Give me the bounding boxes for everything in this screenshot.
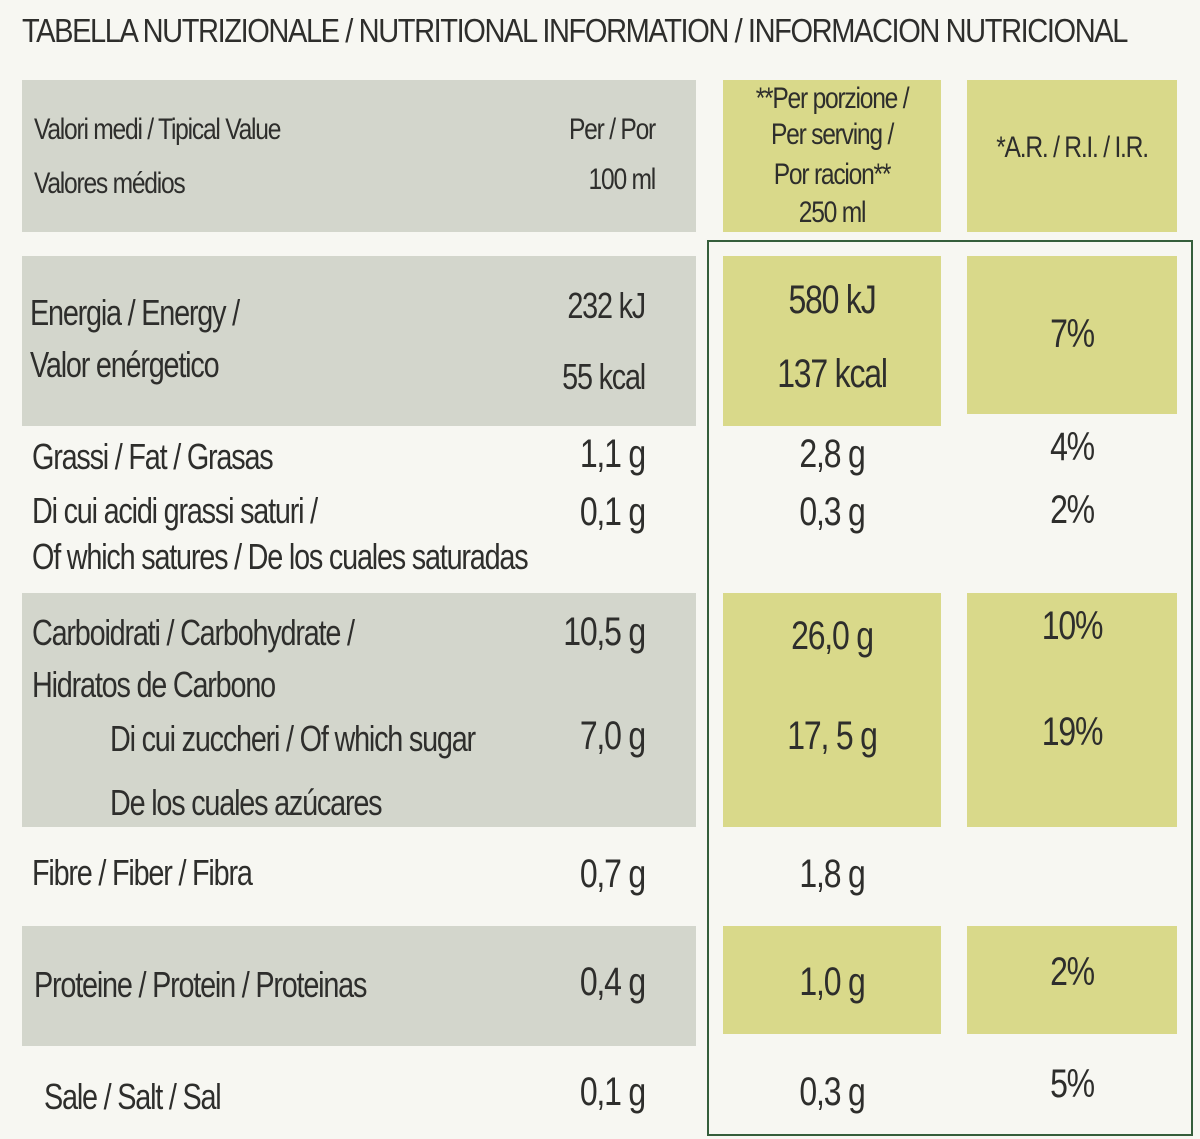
energy-label-line2: Valor enérgetico bbox=[30, 344, 220, 385]
energy-ri: 7% bbox=[1050, 312, 1095, 356]
carbohydrate-per100: 10,5 g bbox=[563, 610, 646, 654]
protein-ri: 2% bbox=[1050, 950, 1095, 994]
saturates-serving: 0,3 g bbox=[799, 490, 865, 534]
sugar-per100: 7,0 g bbox=[579, 714, 646, 758]
energy-serving-kcal: 137 kcal bbox=[777, 352, 888, 396]
header-per100-line2: 100 ml bbox=[588, 163, 657, 196]
carbohydrate-serving-box bbox=[723, 593, 941, 827]
header-ri-box bbox=[967, 80, 1177, 232]
protein-per100: 0,4 g bbox=[579, 960, 646, 1004]
saturates-per100: 0,1 g bbox=[579, 490, 646, 534]
fibre-serving: 1,8 g bbox=[799, 852, 865, 896]
saturates-label-line1: Di cui acidi grassi saturi / bbox=[32, 490, 318, 531]
table-title: TABELLA NUTRIZIONALE / NUTRITIONAL INFOR… bbox=[22, 12, 1128, 49]
header-label-line2: Valores médios bbox=[34, 167, 186, 200]
protein-label: Proteine / Protein / Proteinas bbox=[34, 964, 367, 1005]
sugar-ri: 19% bbox=[1041, 710, 1104, 754]
header-serving-line2: Per serving / bbox=[770, 118, 894, 151]
serving-ri-frame bbox=[707, 240, 1193, 1136]
salt-serving: 0,3 g bbox=[799, 1070, 865, 1114]
fat-per100: 1,1 g bbox=[579, 432, 646, 476]
protein-serving: 1,0 g bbox=[799, 960, 865, 1004]
energy-per100-kj: 232 kJ bbox=[567, 285, 646, 326]
sugar-label-line1: Di cui zuccheri / Of which sugar bbox=[110, 718, 476, 759]
carbohydrate-ri-box bbox=[967, 593, 1177, 827]
header-serving-line4: 250 ml bbox=[798, 196, 867, 229]
salt-ri: 5% bbox=[1050, 1062, 1095, 1106]
saturates-ri: 2% bbox=[1050, 488, 1095, 532]
sugar-serving: 17, 5 g bbox=[787, 714, 878, 758]
energy-ri-box bbox=[967, 256, 1177, 414]
fat-ri: 4% bbox=[1050, 425, 1095, 469]
fibre-per100: 0,7 g bbox=[579, 852, 646, 896]
salt-label: Sale / Salt / Sal bbox=[44, 1076, 222, 1117]
protein-grey-band bbox=[22, 926, 696, 1046]
header-grey-band bbox=[22, 80, 696, 232]
fibre-label: Fibre / Fiber / Fibra bbox=[32, 852, 253, 893]
header-per100-line1: Per / Por bbox=[569, 113, 656, 146]
energy-serving-kj: 580 kJ bbox=[788, 278, 876, 322]
energy-label-line1: Energia / Energy / bbox=[30, 292, 240, 333]
sugar-label-line2: De los cuales azúcares bbox=[110, 782, 383, 823]
carbohydrate-ri: 10% bbox=[1041, 604, 1104, 648]
energy-grey-band bbox=[22, 256, 696, 426]
carbohydrate-label-line1: Carboidrati / Carbohydrate / bbox=[32, 612, 355, 653]
fat-label: Grassi / Fat / Grasas bbox=[32, 436, 274, 477]
header-serving-box bbox=[723, 80, 941, 232]
header-serving-line3: Por racion** bbox=[773, 158, 892, 191]
header-label-line1: Valori medi / Tipical Value bbox=[34, 113, 281, 146]
salt-per100: 0,1 g bbox=[579, 1070, 646, 1114]
carbohydrate-label-line2: Hidratos de Carbono bbox=[32, 664, 276, 705]
header-serving-line1: **Per porzione / bbox=[755, 82, 910, 115]
carbohydrate-serving: 26,0 g bbox=[791, 614, 874, 658]
saturates-label-line2: Of which satures / De los cuales saturad… bbox=[32, 536, 529, 577]
protein-ri-box bbox=[967, 926, 1177, 1034]
header-ri: *A.R. / R.I. / I.R. bbox=[996, 131, 1149, 164]
protein-serving-box bbox=[723, 926, 941, 1034]
energy-per100-kcal: 55 kcal bbox=[562, 356, 646, 397]
energy-serving-box bbox=[723, 256, 941, 426]
carbohydrate-grey-band bbox=[22, 593, 696, 827]
fat-serving: 2,8 g bbox=[799, 432, 865, 476]
